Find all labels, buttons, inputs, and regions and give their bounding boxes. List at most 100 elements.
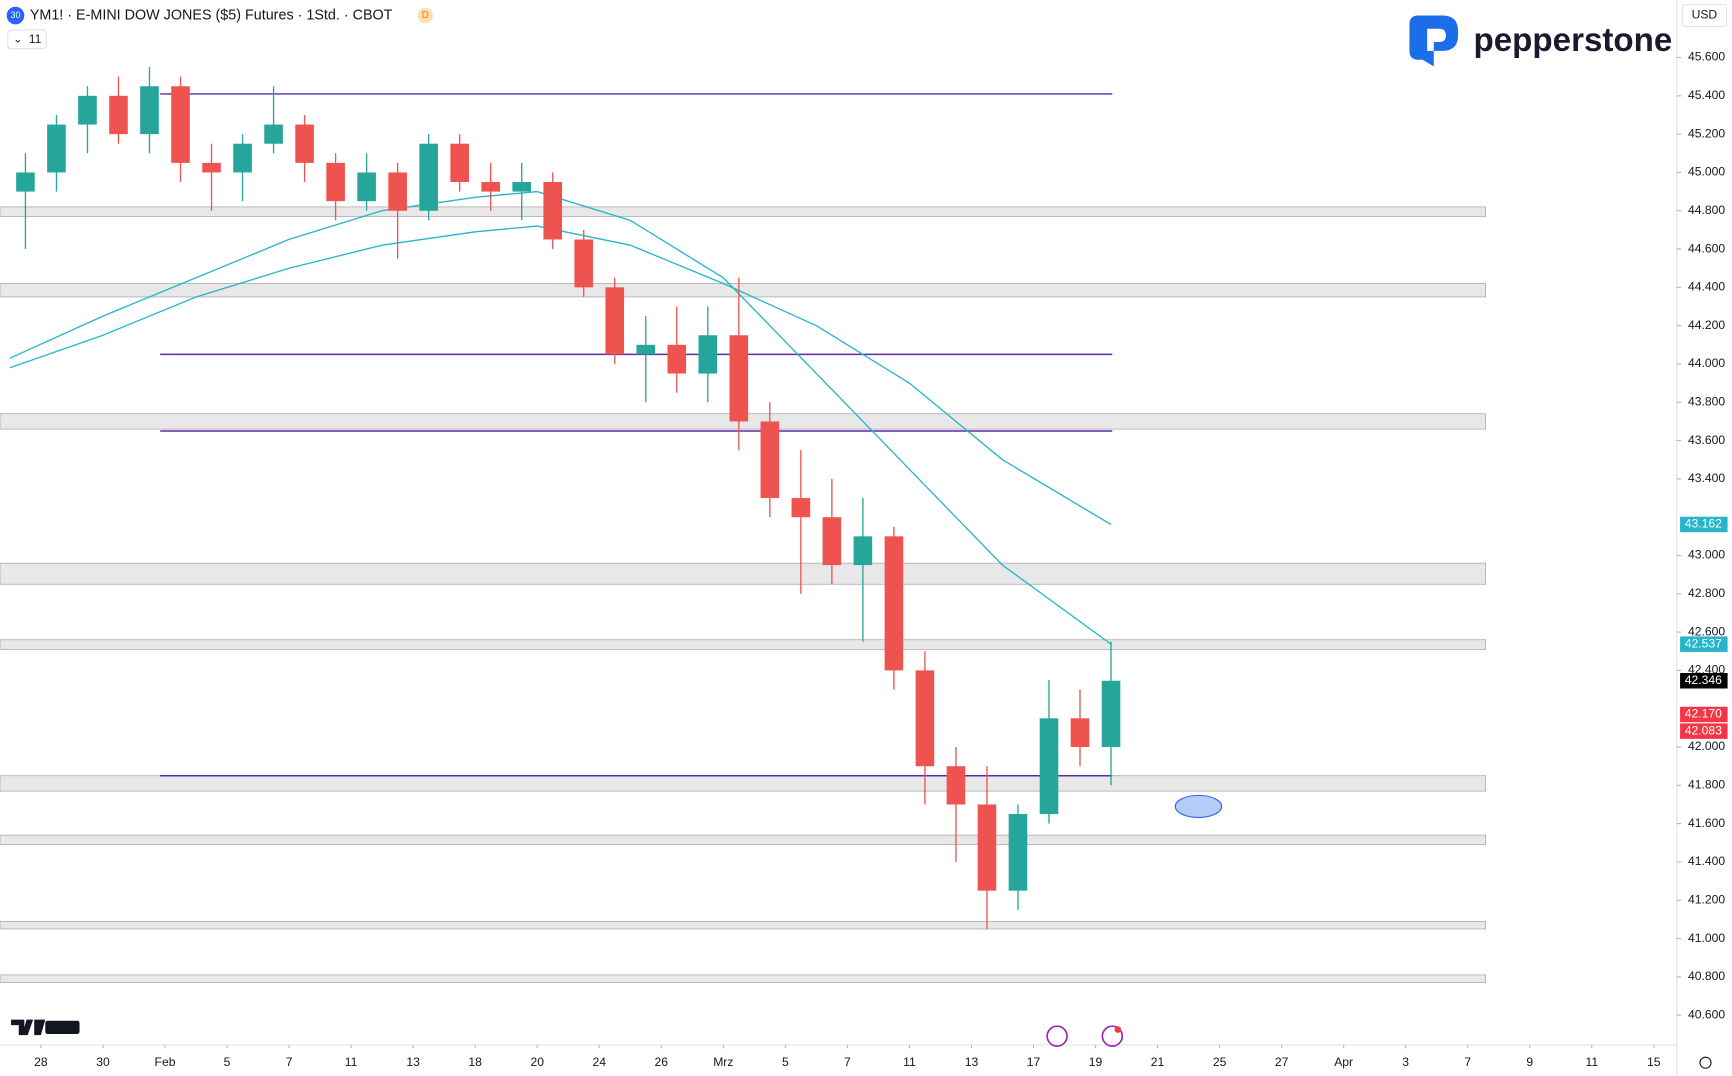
x-tick-label: 19 — [1089, 1055, 1103, 1069]
x-tick-label: 3 — [1402, 1055, 1409, 1069]
tv-pro-badge — [45, 1020, 80, 1034]
candle-body — [915, 670, 935, 767]
y-tick-label: 44.800 — [1688, 203, 1725, 217]
x-tick-label: 5 — [224, 1055, 231, 1069]
price-label-box — [1680, 723, 1728, 739]
y-tick-label: 44.600 — [1688, 241, 1725, 255]
x-tick-label: 7 — [286, 1055, 293, 1069]
event-icon[interactable] — [1046, 1025, 1068, 1047]
candle-body — [760, 421, 780, 499]
symbol-badge — [6, 6, 25, 25]
y-tick-label: 40.800 — [1688, 969, 1725, 983]
y-tick-label: 45.400 — [1688, 88, 1725, 102]
x-tick-label: 15 — [1647, 1055, 1661, 1069]
x-tick-label: 11 — [903, 1055, 916, 1069]
x-tick-label: 25 — [1213, 1055, 1227, 1069]
x-tick-label: 27 — [1275, 1055, 1289, 1069]
chart-title: YM1! · E-MINI DOW JONES ($5) Futures · 1… — [30, 7, 393, 23]
candle-body — [357, 172, 376, 202]
x-tick-label: 9 — [1526, 1055, 1533, 1069]
candle-body — [1008, 814, 1028, 891]
candle-body — [202, 162, 221, 173]
currency: USD — [1692, 8, 1718, 22]
price-label-box — [1680, 673, 1728, 689]
x-tick-label: 7 — [844, 1055, 851, 1069]
x-tick-label: 11 — [1585, 1055, 1598, 1069]
plot-area — [0, 67, 1487, 983]
x-tick-label: 18 — [468, 1055, 482, 1069]
zone — [0, 283, 1487, 298]
price-label: 42.537 — [1685, 636, 1722, 650]
y-tick-label: 41.600 — [1688, 816, 1725, 830]
candle-body — [667, 344, 687, 374]
candle-body — [47, 124, 66, 173]
y-tick-label: 41.000 — [1688, 931, 1725, 945]
candle-body — [636, 344, 656, 355]
candle-body — [78, 95, 97, 125]
price-label: 42.083 — [1685, 723, 1722, 737]
marker-ellipse — [1174, 794, 1223, 819]
y-tick-label: 43.000 — [1688, 548, 1725, 562]
candle-body — [698, 335, 718, 374]
indicator-count: 11 — [29, 32, 42, 46]
indicator-chevron: ⌄ — [13, 34, 22, 46]
x-tick-label: 13 — [406, 1055, 420, 1069]
x-tick-label: 13 — [965, 1055, 979, 1069]
x-tick-label: 20 — [530, 1055, 544, 1069]
price-label-box — [1680, 706, 1728, 723]
y-tick-label: 40.600 — [1688, 1007, 1725, 1021]
tv-logo-mark — [11, 1019, 46, 1036]
y-tick-label: 41.400 — [1688, 854, 1725, 868]
candle-body — [512, 182, 532, 192]
event-icon[interactable] — [1101, 1025, 1124, 1047]
candle-body — [140, 86, 159, 135]
candle-body — [450, 143, 469, 183]
interval-badge-text: D — [422, 10, 429, 21]
candle-body — [326, 162, 345, 202]
candle-body — [853, 536, 873, 566]
candle-body — [264, 124, 283, 144]
candle-body — [481, 182, 500, 192]
x-tick-label: 26 — [655, 1055, 669, 1069]
y-tick-label: 42.800 — [1688, 586, 1725, 600]
x-tick-label: 28 — [34, 1055, 48, 1069]
zone — [0, 920, 1487, 930]
brand-name: pepperstone — [1474, 22, 1673, 59]
zone — [0, 639, 1487, 650]
y-tick-label: 45.200 — [1688, 126, 1725, 140]
candle-body — [1101, 680, 1121, 748]
y-tick-label: 44.200 — [1688, 318, 1725, 332]
candle-body — [729, 335, 749, 422]
y-tick-label: 44.000 — [1688, 356, 1725, 370]
y-tick-label: 42.000 — [1688, 739, 1725, 753]
event-dot — [1114, 1026, 1122, 1033]
x-tick-label: 17 — [1027, 1055, 1041, 1069]
y-tick-label: 44.400 — [1688, 280, 1725, 294]
zone — [0, 974, 1487, 983]
candle-body — [543, 182, 563, 240]
candle-body — [171, 86, 190, 163]
x-tick-label: 21 — [1151, 1055, 1165, 1069]
y-tick-label: 41.200 — [1688, 892, 1725, 906]
candle-body — [233, 143, 252, 173]
candle-body — [791, 498, 811, 518]
zone — [0, 206, 1487, 217]
y-tick-label: 42.600 — [1688, 624, 1725, 638]
candle-body — [388, 172, 407, 211]
moving-average — [9, 225, 1112, 526]
x-tick-label: 30 — [96, 1055, 110, 1069]
candle-body — [605, 287, 625, 355]
currency-button[interactable] — [1681, 3, 1728, 28]
candle-body — [295, 124, 314, 163]
zone — [0, 834, 1487, 846]
indicator-toggle[interactable] — [7, 29, 47, 50]
y-tick-label: 45.600 — [1688, 50, 1725, 64]
brand-logo-mark — [1427, 28, 1446, 51]
y-tick-label: 43.600 — [1688, 433, 1725, 447]
candle-body — [822, 517, 842, 566]
candle-body — [946, 766, 966, 805]
settings-icon[interactable] — [1699, 1056, 1712, 1069]
interval-badge — [417, 7, 433, 24]
candle-body — [574, 239, 594, 288]
